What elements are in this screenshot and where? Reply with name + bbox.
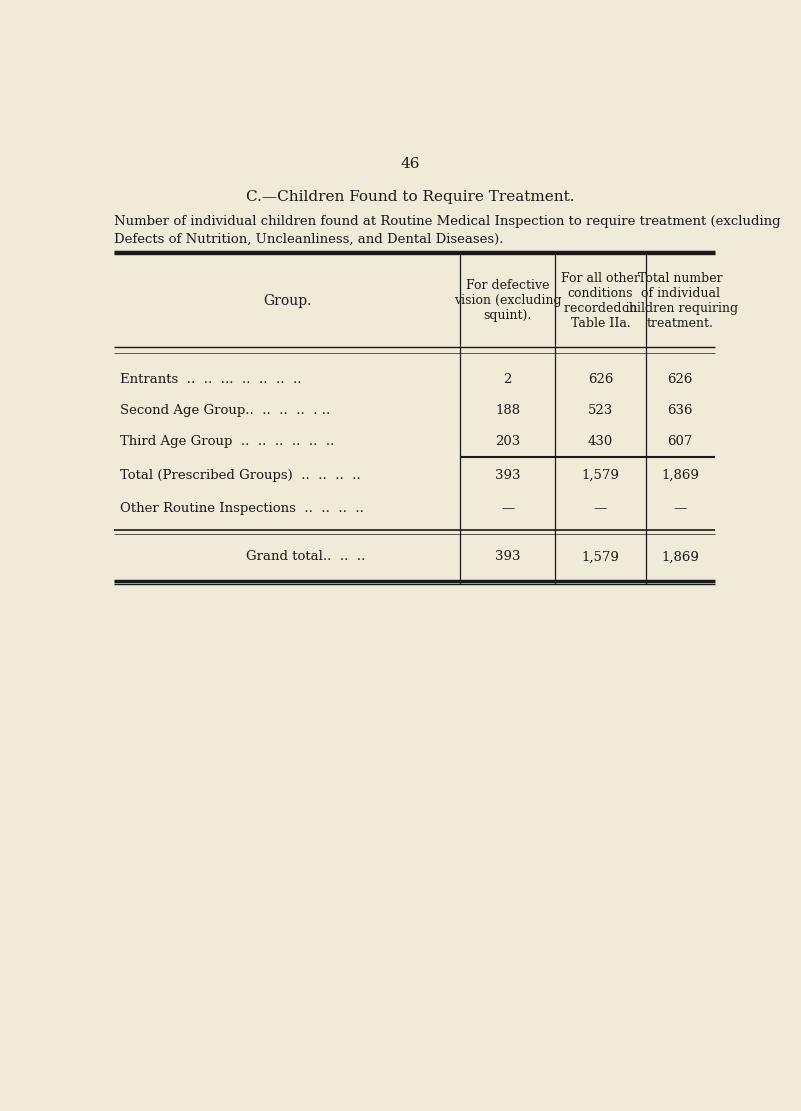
Text: Group.: Group. (263, 293, 312, 308)
Text: 2: 2 (504, 373, 512, 387)
Text: For defective
vision (excluding
squint).: For defective vision (excluding squint). (454, 279, 562, 322)
Text: —: — (501, 502, 514, 514)
Text: C.—Children Found to Require Treatment.: C.—Children Found to Require Treatment. (246, 190, 575, 204)
Text: Entrants  ..  ..  ...  ..  ..  ..  ..: Entrants .. .. ... .. .. .. .. (120, 373, 302, 387)
Text: 188: 188 (495, 404, 521, 417)
Text: —: — (594, 502, 607, 514)
Text: Number of individual children found at Routine Medical Inspection to require tre: Number of individual children found at R… (114, 216, 781, 229)
Text: 393: 393 (495, 469, 521, 482)
Text: 626: 626 (667, 373, 693, 387)
Text: 626: 626 (588, 373, 613, 387)
Text: —: — (674, 502, 686, 514)
Text: 607: 607 (667, 434, 693, 448)
Text: 203: 203 (495, 434, 521, 448)
Text: 1,869: 1,869 (662, 469, 699, 482)
Text: 1,579: 1,579 (582, 469, 619, 482)
Text: Third Age Group  ..  ..  ..  ..  ..  ..: Third Age Group .. .. .. .. .. .. (120, 434, 335, 448)
Text: 1,579: 1,579 (582, 550, 619, 563)
Text: Second Age Group..  ..  ..  ..  . ..: Second Age Group.. .. .. .. . .. (120, 404, 331, 417)
Text: Defects of Nutrition, Uncleanliness, and Dental Diseases).: Defects of Nutrition, Uncleanliness, and… (114, 233, 504, 246)
Text: 1,869: 1,869 (662, 550, 699, 563)
Text: Total (Prescribed Groups)  ..  ..  ..  ..: Total (Prescribed Groups) .. .. .. .. (120, 469, 361, 482)
Text: Other Routine Inspections  ..  ..  ..  ..: Other Routine Inspections .. .. .. .. (120, 502, 364, 514)
Text: 46: 46 (400, 157, 421, 171)
Text: Total number
of individual
children requiring
treatment.: Total number of individual children requ… (622, 272, 739, 330)
Text: For all other
conditions
recorded in
Table IIa.: For all other conditions recorded in Tab… (561, 272, 640, 330)
Text: 636: 636 (667, 404, 693, 417)
Text: 393: 393 (495, 550, 521, 563)
Text: 523: 523 (588, 404, 613, 417)
Text: Grand total..  ..  ..: Grand total.. .. .. (246, 550, 365, 563)
Text: 430: 430 (588, 434, 613, 448)
